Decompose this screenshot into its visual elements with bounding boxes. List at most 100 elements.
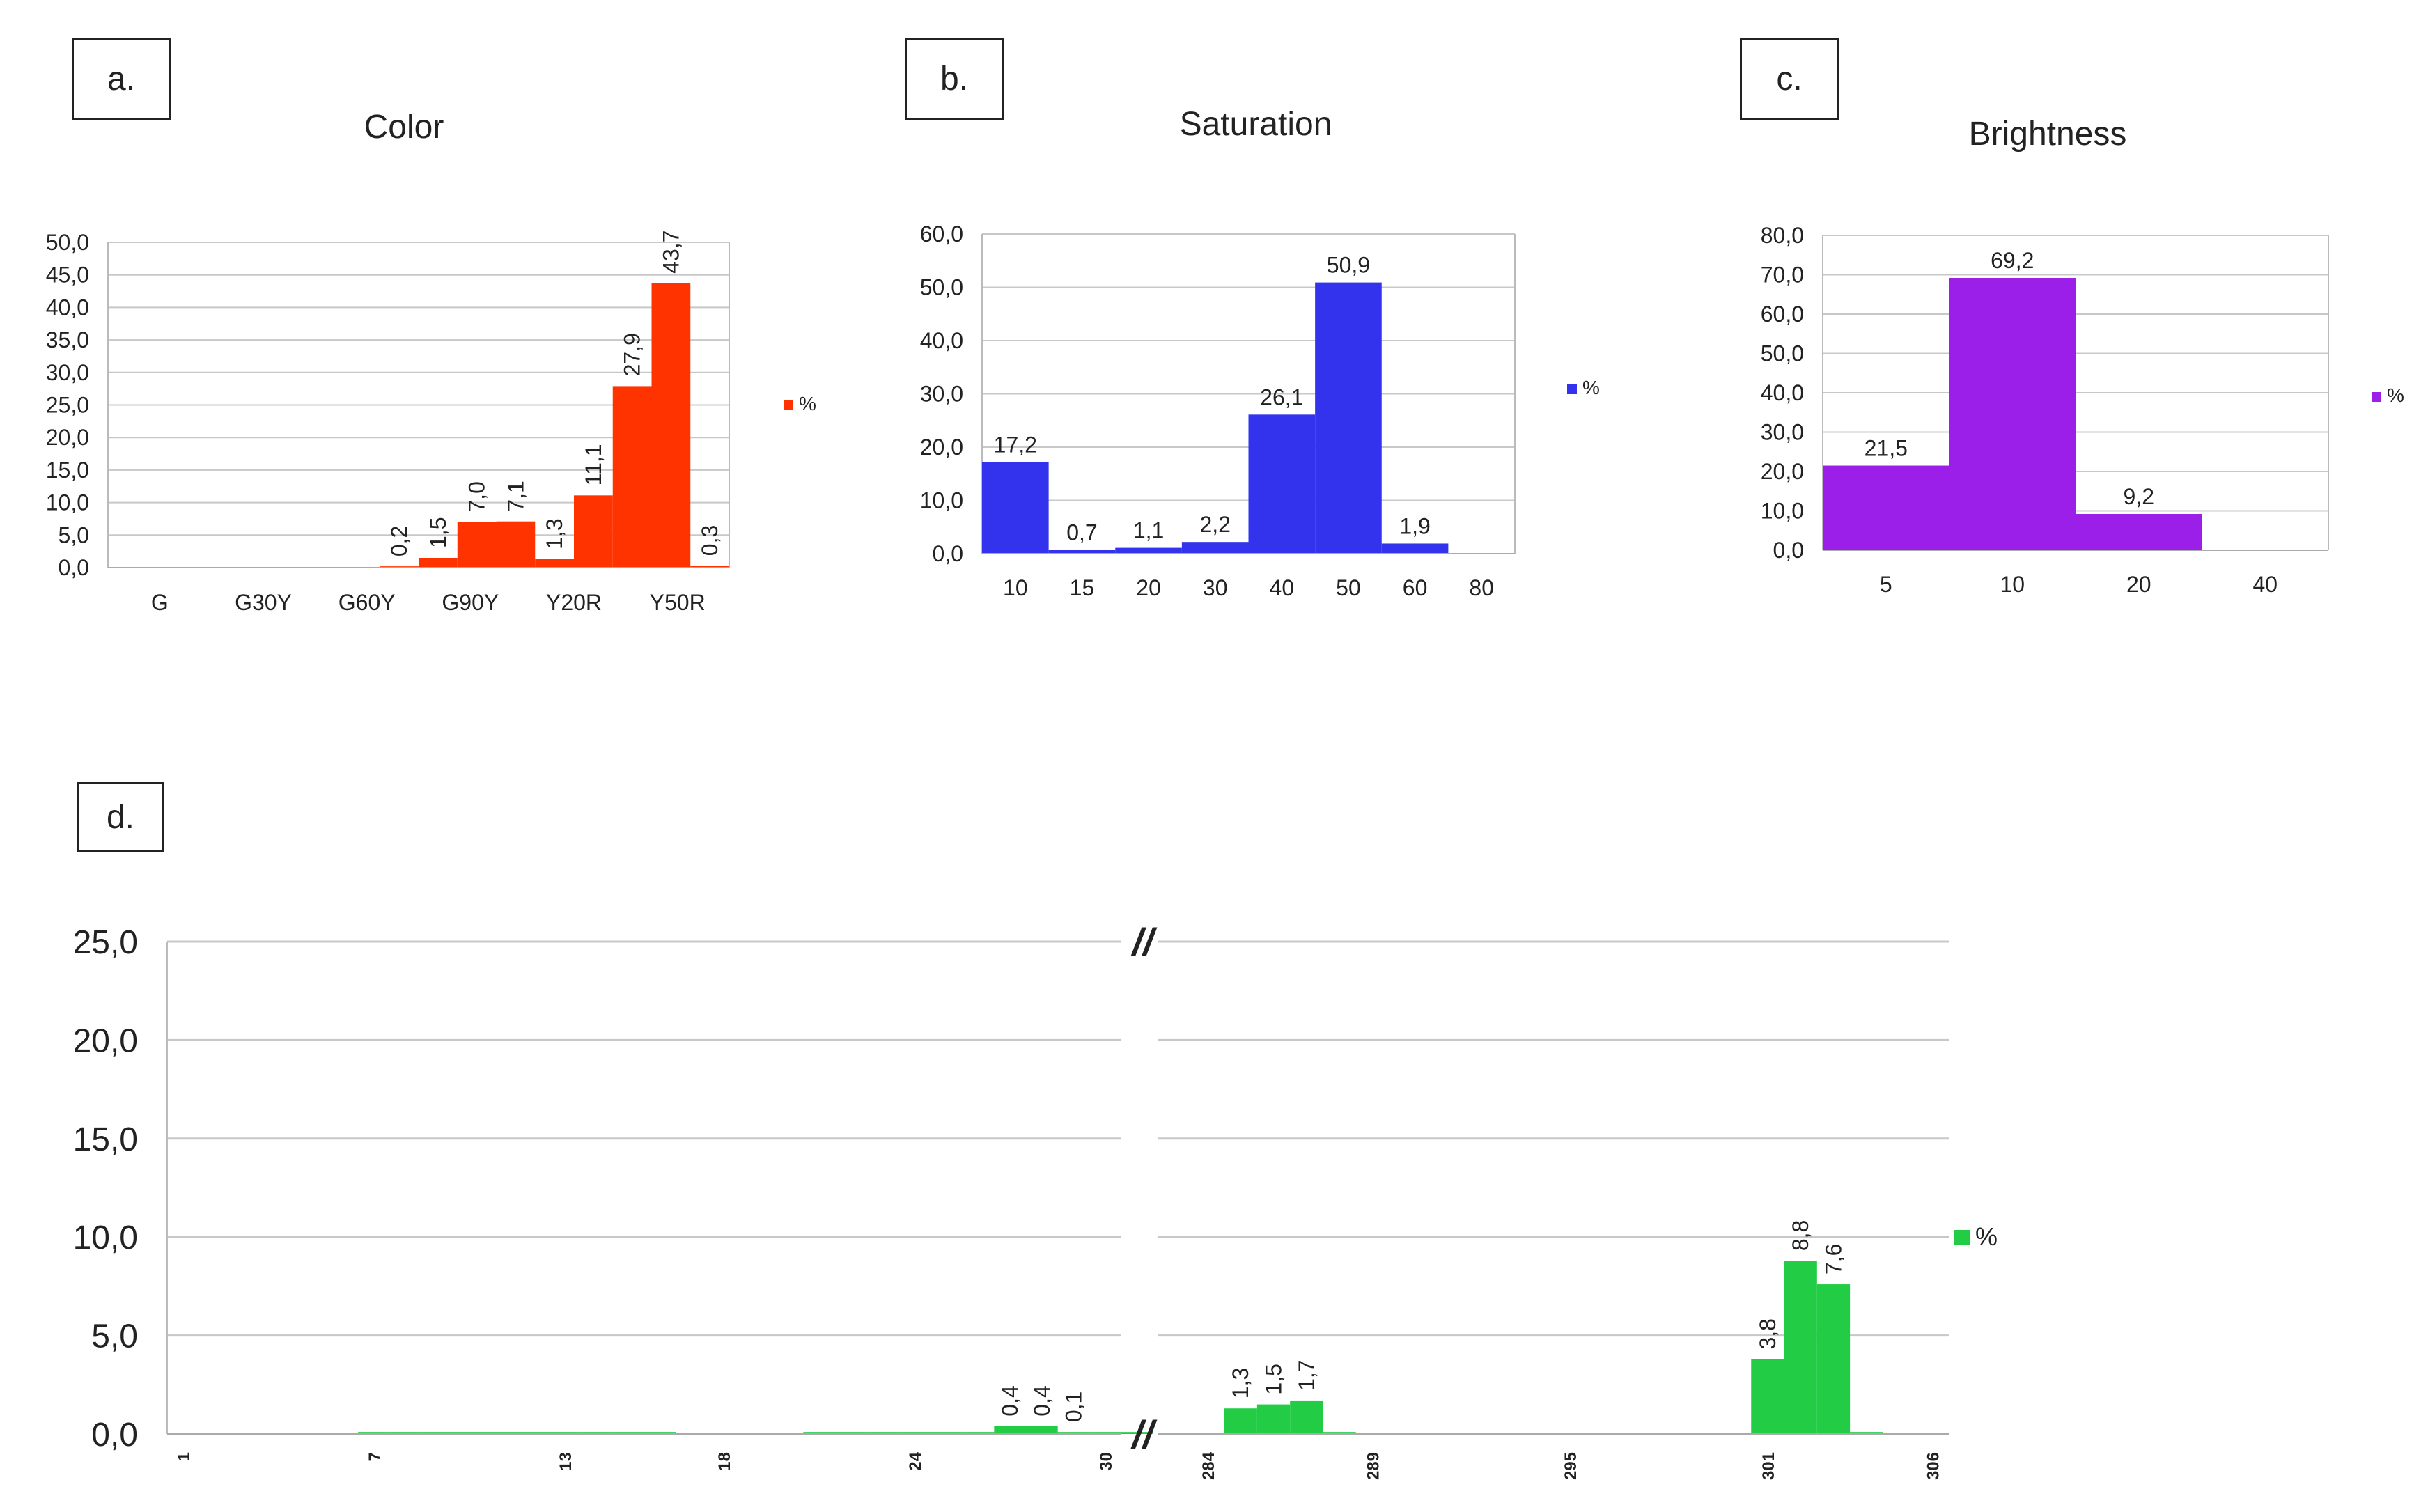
chart-d-xtick: 13 xyxy=(556,1452,575,1471)
chart-b-ytick: 20,0 xyxy=(920,435,963,460)
chart-d-bar xyxy=(421,1432,453,1434)
chart-d-ytick: 20,0 xyxy=(73,1022,138,1059)
chart-a-bar xyxy=(651,283,691,568)
chart-a-data-label: 1,5 xyxy=(426,517,451,548)
chart-c-ytick: 30,0 xyxy=(1761,420,1804,445)
chart-b-data-label: 17,2 xyxy=(994,432,1037,457)
chart-a-xtick: Y50R xyxy=(650,590,706,615)
chart-d-data-label: 1,5 xyxy=(1261,1364,1286,1394)
chart-d-bar xyxy=(962,1432,995,1434)
chart-d-ytick: 15,0 xyxy=(73,1121,138,1158)
chart-d-data-label: 3,8 xyxy=(1755,1318,1780,1349)
chart-b-xtick: 50 xyxy=(1336,575,1361,600)
chart-c-ytick: 0,0 xyxy=(1773,538,1804,563)
chart-c-bar xyxy=(1823,465,1949,550)
chart-d-bar xyxy=(517,1432,549,1434)
chart-a-ytick: 5,0 xyxy=(59,522,89,547)
chart-d-bar xyxy=(898,1432,931,1434)
chart-b-data-label: 1,1 xyxy=(1133,518,1164,543)
chart-d-bar xyxy=(931,1432,963,1434)
chart-d-bar xyxy=(1290,1400,1323,1434)
chart-b-xtick: 20 xyxy=(1136,575,1161,600)
chart-d-bar xyxy=(1323,1432,1356,1434)
chart-b-data-label: 0,7 xyxy=(1066,520,1097,545)
chart-a-ytick: 0,0 xyxy=(59,555,89,580)
chart-b-data-label: 26,1 xyxy=(1260,384,1303,410)
chart-d-axis-break: // xyxy=(1130,920,1158,964)
chart-b-ytick: 40,0 xyxy=(920,328,963,353)
chart-c-legend-swatch xyxy=(2372,392,2381,402)
panel-label-a: a. xyxy=(72,38,171,120)
chart-b-legend-swatch xyxy=(1567,384,1577,394)
chart-a-xtick: G60Y xyxy=(338,590,396,615)
chart-b-ytick: 50,0 xyxy=(920,275,963,300)
chart-a-ytick: 20,0 xyxy=(46,425,89,450)
chart-d-xtick: 301 xyxy=(1759,1452,1778,1480)
chart-a-data-label: 43,7 xyxy=(658,231,683,274)
chart-a-xtick: Y20R xyxy=(546,590,602,615)
chart-d-bar xyxy=(866,1432,899,1434)
chart-d-bar xyxy=(803,1432,835,1434)
chart-b-ytick: 30,0 xyxy=(920,382,963,407)
chart-b-ytick: 60,0 xyxy=(920,221,963,247)
chart-b-data-label: 1,9 xyxy=(1399,513,1430,538)
chart-a-xtick: G xyxy=(151,590,169,615)
chart-a-xtick: G90Y xyxy=(442,590,499,615)
chart-c-ytick: 20,0 xyxy=(1761,459,1804,484)
chart-d-bar xyxy=(1850,1432,1883,1434)
chart-d-data-label: 0,4 xyxy=(1029,1385,1054,1416)
chart-a-bar xyxy=(457,522,497,568)
chart-b-xtick: 10 xyxy=(1003,575,1028,600)
chart-d-legend-label: % xyxy=(1975,1222,1998,1251)
chart-a-ytick: 45,0 xyxy=(46,263,89,288)
chart-b-bar xyxy=(1115,547,1182,554)
chart-d-ytick: 25,0 xyxy=(73,924,138,961)
chart-a-ytick: 35,0 xyxy=(46,327,89,352)
chart-a-data-label: 0,2 xyxy=(387,526,412,556)
chart-d-xtick: 1 xyxy=(175,1452,194,1461)
chart-a-legend-swatch xyxy=(784,400,793,410)
chart-d-bar xyxy=(1026,1426,1058,1434)
chart-b-ytick: 10,0 xyxy=(920,488,963,513)
chart-b-bar xyxy=(982,462,1049,554)
chart-d-bar xyxy=(549,1432,581,1434)
chart-a-data-label: 7,1 xyxy=(503,481,528,511)
chart-b-title: Saturation xyxy=(1180,106,1332,143)
chart-d-bar xyxy=(389,1432,422,1434)
chart-c-legend-label: % xyxy=(2387,384,2404,406)
chart-a-bar xyxy=(612,386,652,568)
chart-b-bar xyxy=(1181,542,1249,554)
chart-a-data-label: 0,3 xyxy=(697,525,722,556)
panel-label-b: b. xyxy=(905,38,1004,120)
chart-c-xtick: 20 xyxy=(2126,572,2151,597)
chart-d-bar xyxy=(994,1426,1026,1434)
chart-c-xtick: 40 xyxy=(2252,572,2278,597)
chart-d-bar xyxy=(612,1432,644,1434)
chart-d-bar xyxy=(1121,1432,1153,1434)
chart-b-data-label: 50,9 xyxy=(1327,253,1370,278)
chart-a-bar xyxy=(496,521,536,568)
chart-c-data-label: 21,5 xyxy=(1865,436,1908,461)
chart-a-bar xyxy=(535,559,574,568)
chart-b-bar xyxy=(1381,543,1449,554)
chart-a-ytick: 50,0 xyxy=(46,230,89,255)
chart-b-bar xyxy=(1315,282,1382,554)
chart-b-bar xyxy=(1248,414,1316,554)
chart-d-xtick: 289 xyxy=(1364,1452,1383,1480)
chart-a-ytick: 10,0 xyxy=(46,490,89,515)
chart-d-bar xyxy=(1784,1261,1817,1434)
chart-d-ytick: 0,0 xyxy=(91,1417,138,1453)
chart-b-xtick: 40 xyxy=(1270,575,1295,600)
chart-b-bar xyxy=(1048,550,1116,554)
chart-c-ytick: 40,0 xyxy=(1761,380,1804,405)
chart-d-xtick: 295 xyxy=(1562,1452,1580,1480)
chart-c-ytick: 60,0 xyxy=(1761,302,1804,327)
chart-b-xtick: 60 xyxy=(1403,575,1428,600)
chart-d-bar xyxy=(1256,1404,1291,1434)
chart-c-bar xyxy=(1949,278,2076,550)
panel-label-d: d. xyxy=(77,782,164,852)
chart-d-ytick: 5,0 xyxy=(91,1318,138,1355)
chart-c-data-label: 69,2 xyxy=(1991,248,2034,273)
chart-a-title: Color xyxy=(364,109,444,146)
